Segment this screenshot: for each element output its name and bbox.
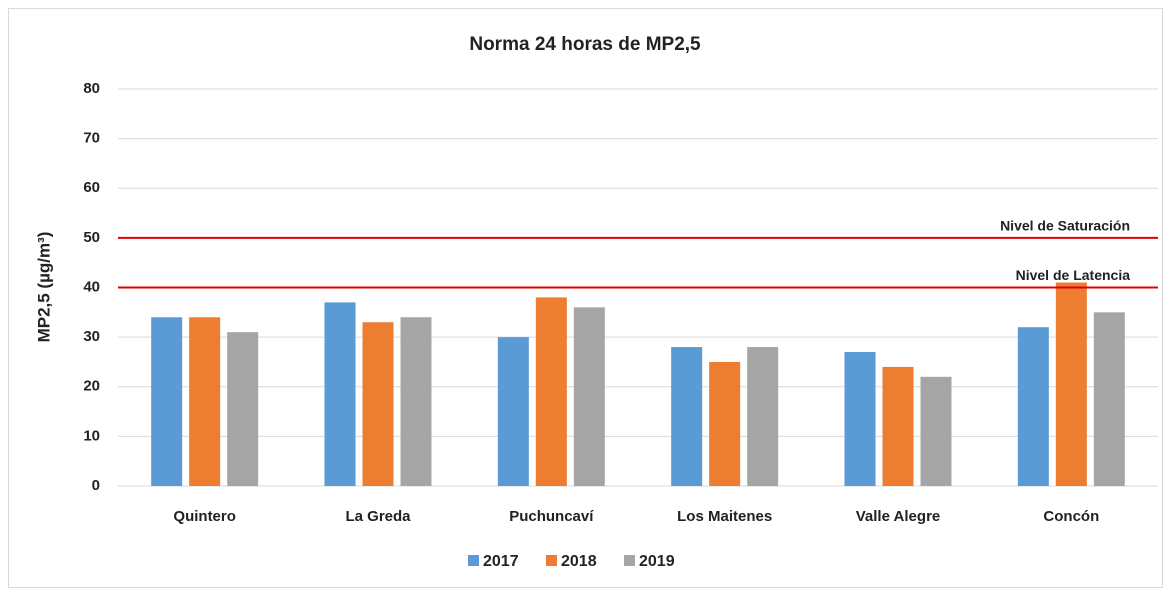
legend-swatch bbox=[546, 555, 557, 566]
y-axis-label: MP2,5 (µg/m³) bbox=[34, 232, 53, 343]
y-tick-label: 70 bbox=[83, 130, 100, 147]
y-tick-label: 40 bbox=[83, 278, 100, 295]
legend-swatch bbox=[468, 555, 479, 566]
x-tick-label: Valle Alegre bbox=[856, 508, 941, 525]
legend-label: 2018 bbox=[561, 553, 597, 570]
bar bbox=[709, 361, 741, 486]
bar bbox=[400, 317, 432, 486]
x-tick-label: Puchuncaví bbox=[509, 508, 594, 525]
bar bbox=[362, 322, 394, 486]
bar bbox=[1055, 282, 1087, 486]
bar bbox=[573, 307, 605, 486]
x-tick-label: Quintero bbox=[173, 508, 236, 525]
x-tick-label: Los Maitenes bbox=[677, 508, 772, 525]
bar bbox=[227, 332, 259, 486]
y-tick-label: 80 bbox=[83, 80, 100, 97]
bar bbox=[1093, 312, 1125, 486]
chart-frame bbox=[8, 8, 1163, 588]
bar bbox=[324, 302, 356, 486]
y-tick-label: 50 bbox=[83, 229, 100, 246]
y-tick-label: 30 bbox=[83, 328, 100, 345]
bar bbox=[497, 337, 529, 486]
legend-label: 2019 bbox=[639, 553, 675, 570]
bar bbox=[189, 317, 221, 486]
y-tick-label: 10 bbox=[83, 427, 100, 444]
bar bbox=[882, 366, 914, 486]
reference-label: Nivel de Latencia bbox=[1016, 267, 1131, 283]
bar bbox=[151, 317, 183, 486]
bar bbox=[920, 376, 952, 486]
x-tick-label: La Greda bbox=[345, 508, 411, 525]
bar bbox=[844, 352, 876, 486]
x-tick-label: Concón bbox=[1043, 508, 1099, 525]
legend-swatch bbox=[624, 555, 635, 566]
y-tick-label: 0 bbox=[92, 477, 100, 494]
chart-title: Norma 24 horas de MP2,5 bbox=[469, 34, 701, 55]
bar bbox=[747, 347, 779, 486]
bar bbox=[1017, 327, 1049, 486]
y-tick-label: 20 bbox=[83, 378, 100, 395]
bar bbox=[671, 347, 703, 486]
legend-label: 2017 bbox=[483, 553, 519, 570]
reference-label: Nivel de Saturación bbox=[1000, 218, 1130, 234]
bar bbox=[535, 297, 567, 486]
y-tick-label: 60 bbox=[83, 179, 100, 196]
